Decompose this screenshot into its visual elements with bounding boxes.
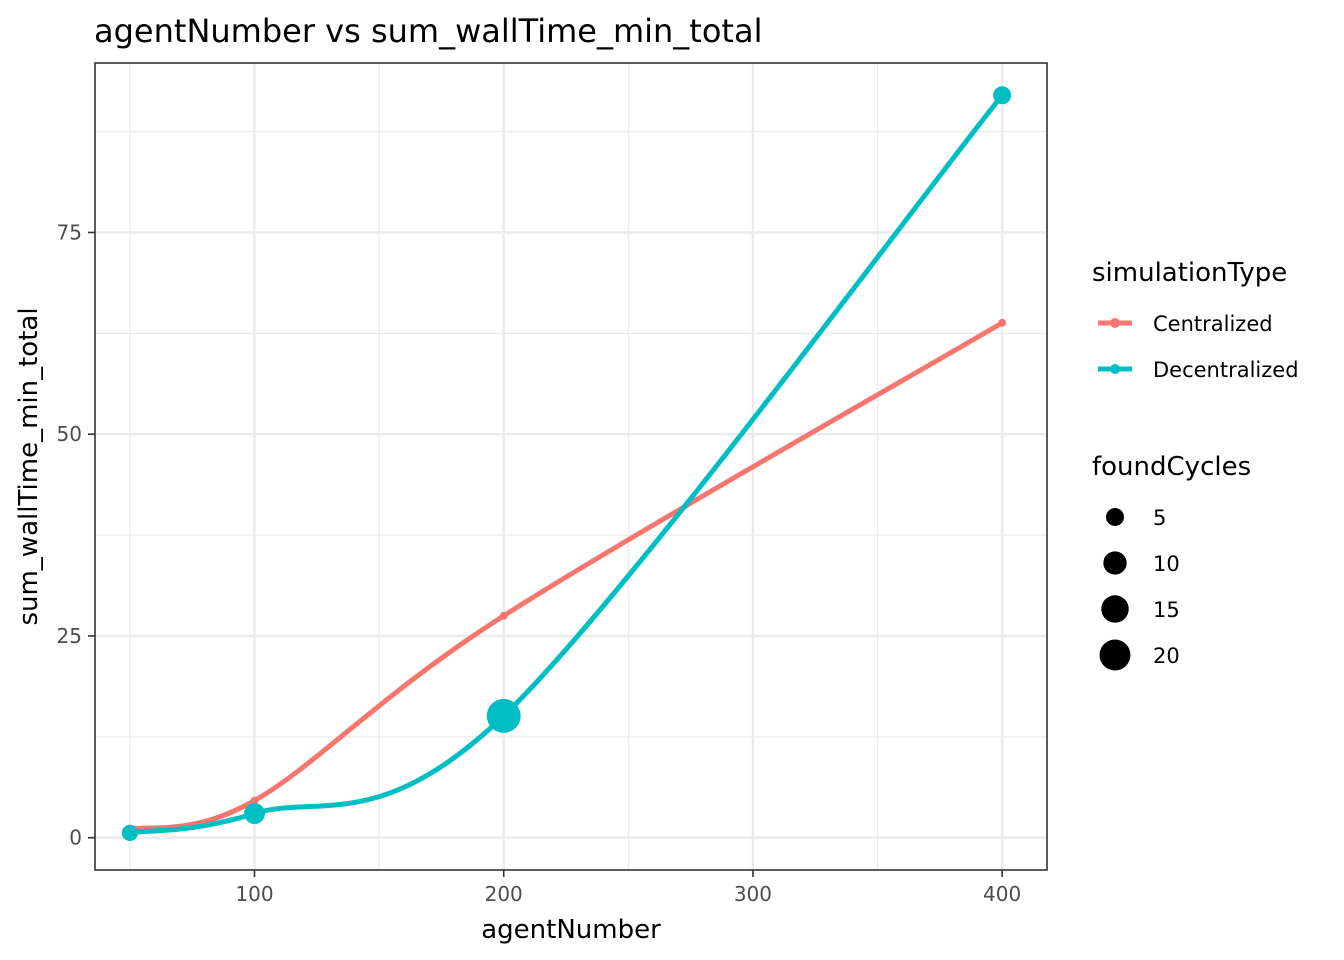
x-tick-label: 300	[734, 882, 772, 906]
legend-size-label: 5	[1153, 506, 1166, 530]
chart-title: agentNumber vs sum_wallTime_min_total	[94, 12, 762, 50]
legend-key-point	[1110, 318, 1120, 328]
legend-size-label: 10	[1153, 552, 1180, 576]
x-axis-title: agentNumber	[481, 915, 661, 945]
legend-label: Decentralized	[1153, 358, 1299, 382]
series-line-centralized	[127, 320, 1005, 833]
legend-title-foundcycles: foundCycles	[1092, 452, 1251, 482]
x-tick-label: 200	[485, 882, 523, 906]
y-tick-label: 50	[57, 422, 82, 446]
legend-label: Centralized	[1153, 312, 1273, 336]
data-point-centralized	[998, 318, 1007, 327]
data-point-centralized	[250, 796, 259, 805]
y-tick-label: 0	[69, 826, 82, 850]
data-point-decentralized	[121, 824, 138, 841]
plot-panel-border	[94, 62, 1048, 871]
legend-key-point	[1110, 364, 1120, 374]
legend-size-label: 20	[1153, 644, 1180, 668]
legend-size-key	[1106, 508, 1124, 526]
y-tick-label: 75	[57, 220, 82, 244]
legend-size-key	[1101, 595, 1129, 623]
data-point-decentralized	[244, 803, 265, 824]
series-line-decentralized	[127, 92, 1005, 836]
legend-size-label: 15	[1153, 598, 1180, 622]
y-axis-title: sum_wallTime_min_total	[14, 307, 44, 625]
data-point-centralized	[499, 611, 508, 620]
data-point-decentralized	[993, 86, 1012, 105]
data-point-decentralized	[486, 698, 521, 733]
legend-size-key	[1099, 639, 1131, 671]
legend-size-key	[1103, 551, 1127, 575]
x-tick-label: 400	[983, 882, 1021, 906]
y-tick-label: 25	[57, 624, 82, 648]
x-tick-label: 100	[235, 882, 273, 906]
legend-title-simulationtype: simulationType	[1092, 258, 1287, 288]
